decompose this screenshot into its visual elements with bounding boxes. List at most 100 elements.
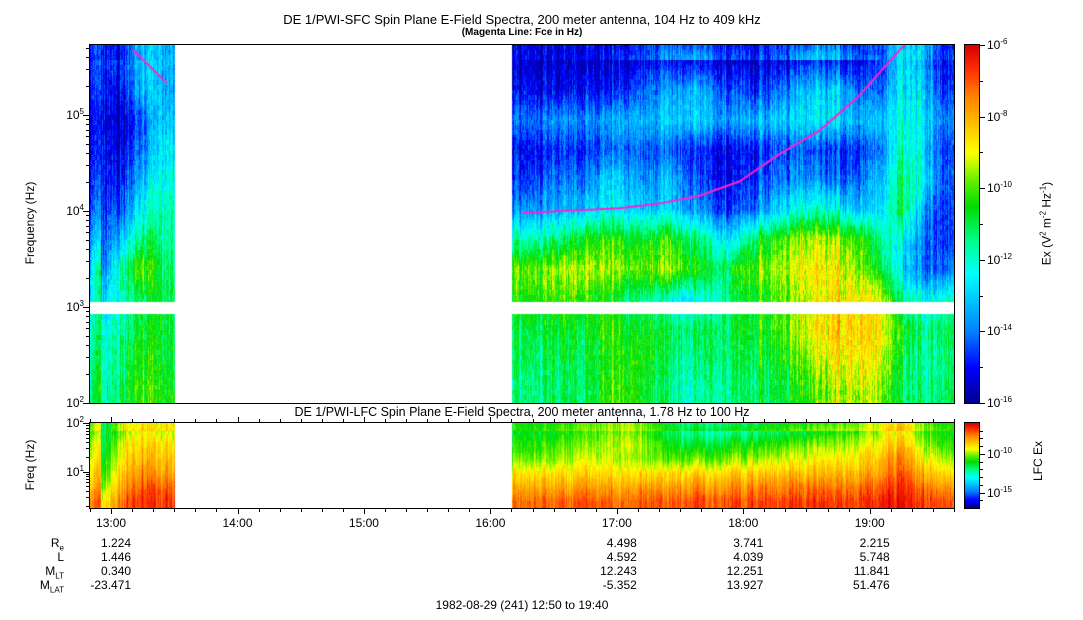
y-axis-minor-tick [86, 428, 89, 429]
x-axis-tick [406, 419, 407, 422]
y-tick-label: 103 [66, 299, 84, 314]
ephemeris-value: 1.446 [101, 550, 132, 564]
x-axis-tick [659, 509, 660, 512]
y-axis-minor-tick [86, 144, 89, 145]
y-axis-minor-tick [86, 316, 89, 317]
ephemeris-value: 5.748 [859, 550, 890, 564]
colorbar-tick-label: 10-10 [987, 180, 1012, 195]
sfc-colorbar-label: Ex (V2 m-2 Hz-1) [1038, 181, 1054, 266]
hour-label: 19:00 [854, 516, 885, 530]
lfc-colorbar-canvas [965, 423, 979, 508]
x-axis-tick [912, 509, 913, 512]
colorbar-minor-tick [980, 296, 983, 297]
y-axis-tick [83, 115, 89, 116]
y-axis-minor-tick [86, 491, 89, 492]
colorbar-minor-tick [980, 485, 983, 486]
x-axis-tick [216, 509, 217, 512]
x-axis-tick [596, 509, 597, 512]
x-axis-tick [448, 509, 449, 512]
colorbar-tick [980, 454, 985, 455]
x-axis-tick [132, 509, 133, 512]
y-axis-tick [83, 403, 89, 404]
ephemeris-value: 51.476 [853, 578, 890, 592]
y-axis-minor-tick [86, 345, 89, 346]
y-axis-minor-tick [86, 482, 89, 483]
hour-label: 13:00 [96, 516, 127, 530]
x-axis-tick [216, 419, 217, 422]
x-axis-tick [195, 419, 196, 422]
x-axis-tick [238, 509, 239, 514]
x-axis-tick [385, 509, 386, 512]
colorbar-minor-tick [980, 152, 983, 153]
colorbar-minor-tick [980, 500, 983, 501]
y-axis-tick [83, 307, 89, 308]
colorbar-minor-tick [980, 469, 983, 470]
ephemeris-value: 13.927 [726, 578, 764, 592]
x-axis-tick [174, 419, 175, 422]
y-axis-tick [83, 423, 89, 424]
ephemeris-value: -5.352 [602, 578, 637, 592]
ephemeris-value: 12.251 [726, 564, 764, 578]
x-axis-tick [490, 509, 491, 514]
ephemeris-value: 4.498 [606, 536, 637, 550]
y-axis-minor-tick [86, 153, 89, 154]
y-axis-minor-tick [86, 249, 89, 250]
y-axis-minor-tick [86, 448, 89, 449]
ephemeris-value: 3.741 [733, 536, 764, 550]
x-axis-tick [280, 509, 281, 512]
y-axis-minor-tick [86, 476, 89, 477]
colorbar-minor-tick [980, 438, 983, 439]
y-axis-minor-tick [86, 261, 89, 262]
x-axis-tick [617, 509, 618, 514]
lfc-colorbar-label: LFC Ex [1031, 441, 1045, 482]
x-axis-tick [806, 419, 807, 422]
y-axis-minor-tick [86, 474, 89, 475]
x-axis-tick [448, 419, 449, 422]
y-axis-minor-tick [86, 124, 89, 125]
y-axis-minor-tick [86, 374, 89, 375]
x-axis-tick [301, 419, 302, 422]
y-axis-minor-tick [86, 278, 89, 279]
y-axis-minor-tick [86, 357, 89, 358]
x-axis-tick [806, 509, 807, 512]
y-axis-minor-tick [86, 130, 89, 131]
y-axis-minor-tick [86, 240, 89, 241]
x-axis-tick [406, 509, 407, 512]
colorbar-tick-label: 10-15 [987, 485, 1012, 500]
colorbar-tick-label: 10-10 [987, 446, 1012, 461]
x-axis-tick [427, 509, 428, 512]
sfc-y-axis-label: Frequency (Hz) [23, 181, 37, 265]
x-axis-tick [870, 509, 871, 514]
x-axis-tick [743, 417, 744, 422]
ephemeris-value: 4.592 [606, 550, 637, 564]
y-axis-minor-tick [86, 215, 89, 216]
y-axis-minor-tick [86, 182, 89, 183]
x-axis-tick [617, 417, 618, 422]
hour-label: 14:00 [222, 516, 253, 530]
y-axis-minor-tick [86, 438, 89, 439]
colorbar-tick [980, 493, 985, 494]
hour-label: 15:00 [348, 516, 379, 530]
sfc-spectrogram-canvas [90, 45, 954, 403]
y-axis-minor-tick [86, 457, 89, 458]
x-axis-tick [659, 419, 660, 422]
x-axis-tick [575, 509, 576, 512]
colorbar-tick-label: 10-12 [987, 252, 1012, 267]
x-axis-tick [912, 419, 913, 422]
lfc-spectrogram-canvas [90, 423, 954, 508]
y-axis-minor-tick [86, 506, 89, 507]
x-axis-tick [153, 509, 154, 512]
x-axis-tick [238, 417, 239, 422]
x-axis-tick [301, 509, 302, 512]
colorbar-tick-label: 10-6 [987, 37, 1008, 52]
colorbar-tick-label: 10-14 [987, 323, 1012, 338]
date-range-caption: 1982-08-29 (241) 12:50 to 19:40 [435, 598, 609, 612]
x-axis-tick [554, 509, 555, 512]
ephemeris-row-label: L [57, 550, 64, 564]
y-axis-minor-tick [86, 136, 89, 137]
x-axis-tick [554, 419, 555, 422]
x-axis-tick [870, 417, 871, 422]
x-axis-tick [259, 419, 260, 422]
x-axis-tick [680, 419, 681, 422]
x-axis-tick [701, 419, 702, 422]
